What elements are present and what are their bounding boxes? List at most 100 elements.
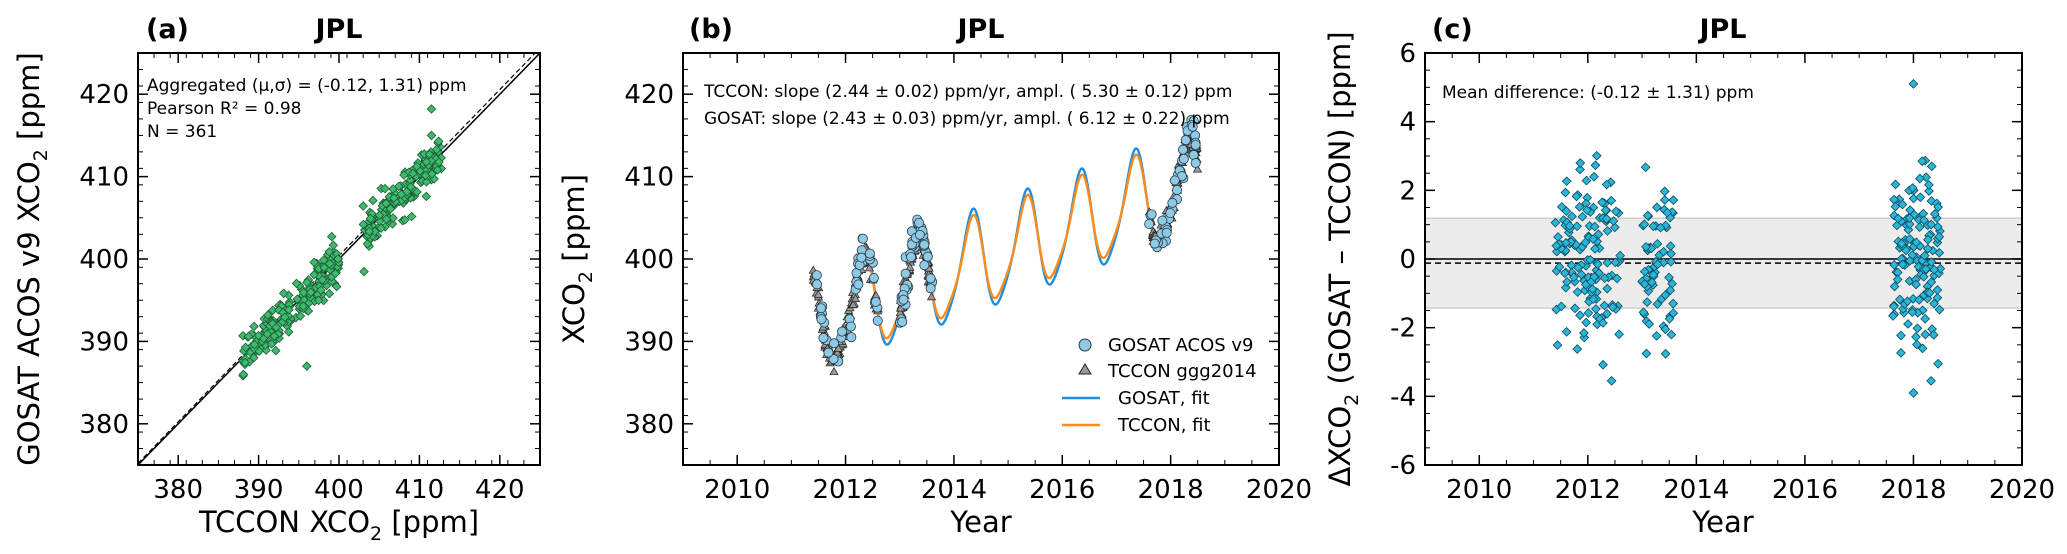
x-tick-label: 420 <box>475 475 525 505</box>
panel-a-frame <box>137 52 541 466</box>
scatter-point <box>240 357 250 368</box>
scatter-point <box>253 330 264 341</box>
scatter-point <box>412 187 422 197</box>
difference-point <box>1651 331 1662 341</box>
annotation-n: N = 361 <box>147 122 217 142</box>
gosat-point <box>870 296 881 307</box>
difference-point <box>1572 221 1582 232</box>
y-tick-label: -4 <box>1390 382 1416 412</box>
difference-point <box>1560 268 1570 279</box>
difference-point <box>1920 313 1931 324</box>
x-tick-label: 2014 <box>1663 475 1729 505</box>
difference-point <box>1592 259 1603 270</box>
difference-point <box>1668 298 1679 309</box>
difference-point <box>1929 209 1940 219</box>
difference-point <box>1928 329 1939 340</box>
difference-point <box>1924 288 1935 298</box>
y-tick-label: -2 <box>1390 314 1416 344</box>
scatter-point <box>278 288 289 299</box>
x-tick-label: 2012 <box>812 475 878 505</box>
difference-point <box>1902 296 1913 307</box>
ylabel-b-sub: 2 <box>575 271 597 283</box>
difference-point <box>1614 329 1624 340</box>
legend-gosat-marker <box>1078 338 1092 352</box>
difference-point <box>1911 332 1921 342</box>
panel-b-annotations: TCCON: slope (2.44 ± 0.02) ppm/yr, ampl.… <box>703 82 1232 129</box>
difference-point <box>1915 192 1926 203</box>
x-tick-label: 2012 <box>1555 475 1621 505</box>
tccon-point <box>850 293 861 302</box>
difference-point <box>1556 202 1567 212</box>
difference-point <box>1889 210 1900 221</box>
difference-point <box>1648 221 1659 232</box>
difference-point <box>1602 283 1613 294</box>
scatter-point <box>283 327 294 337</box>
difference-point <box>1658 246 1669 257</box>
scatter-point <box>427 169 437 179</box>
difference-point <box>1897 259 1908 270</box>
gosat-point <box>864 248 875 259</box>
difference-point <box>1585 254 1596 265</box>
gosat-point <box>816 314 827 325</box>
difference-point <box>1890 201 1901 212</box>
difference-point <box>1552 340 1563 350</box>
difference-point <box>1922 243 1933 254</box>
scatter-point <box>381 214 392 224</box>
difference-point <box>1926 257 1937 267</box>
legend-tccon-label: TCCON ggg2014 <box>1107 361 1257 382</box>
panel-a-title: JPL <box>313 14 362 45</box>
scatter-point <box>330 268 341 279</box>
scatter-point <box>317 275 328 285</box>
difference-point <box>1562 276 1572 287</box>
scatter-point <box>364 226 375 237</box>
scatter-point <box>298 301 309 311</box>
difference-point <box>1934 231 1945 242</box>
gosat-point <box>919 260 930 271</box>
difference-point <box>1935 263 1946 274</box>
scatter-point <box>331 281 342 292</box>
difference-point <box>1666 248 1676 259</box>
difference-point <box>1598 359 1608 370</box>
xlabel-a-unit: [ppm] <box>382 505 479 539</box>
difference-point <box>1929 298 1940 309</box>
tccon-point <box>813 289 823 298</box>
difference-point <box>1583 308 1594 318</box>
difference-point <box>1639 219 1650 230</box>
scatter-point <box>324 288 335 299</box>
scatter-point <box>254 346 264 356</box>
difference-point <box>1598 318 1608 328</box>
difference-point <box>1587 284 1598 294</box>
gosat-point <box>1144 218 1155 229</box>
xlabel-a-sub: 2 <box>370 523 382 545</box>
difference-point <box>1606 195 1617 206</box>
difference-point <box>1607 302 1618 313</box>
difference-point <box>1904 255 1915 266</box>
x-tick-label: 2018 <box>1880 475 1946 505</box>
difference-point <box>1579 328 1589 338</box>
gosat-point <box>897 316 908 327</box>
difference-point <box>1660 290 1671 300</box>
difference-point <box>1926 219 1936 230</box>
ylabel-c-text: ΔXCO <box>1323 406 1357 487</box>
difference-point <box>1652 299 1663 310</box>
difference-point <box>1923 234 1933 245</box>
difference-point <box>1923 179 1934 190</box>
legend-gosat-label: GOSAT ACOS v9 <box>1108 335 1254 356</box>
panel-b-label: (b) <box>689 14 733 45</box>
annotation-aggregated: Aggregated (μ,σ) = (-0.12, 1.31) ppm <box>147 76 467 96</box>
difference-point <box>1646 277 1657 288</box>
scatter-point <box>421 157 432 167</box>
difference-point <box>1602 308 1612 319</box>
gosat-point <box>837 326 848 337</box>
x-tick-label: 2018 <box>1138 475 1204 505</box>
gosat-point <box>818 332 829 343</box>
difference-point <box>1564 220 1575 231</box>
difference-point <box>1908 193 1919 204</box>
x-tick-label: 2020 <box>1246 475 1312 505</box>
scatter-point <box>271 345 281 356</box>
difference-point <box>1641 348 1652 359</box>
difference-point <box>1914 173 1925 184</box>
difference-point <box>1652 202 1662 213</box>
difference-point <box>1907 183 1918 193</box>
x-tick-label: 2016 <box>1029 475 1095 505</box>
